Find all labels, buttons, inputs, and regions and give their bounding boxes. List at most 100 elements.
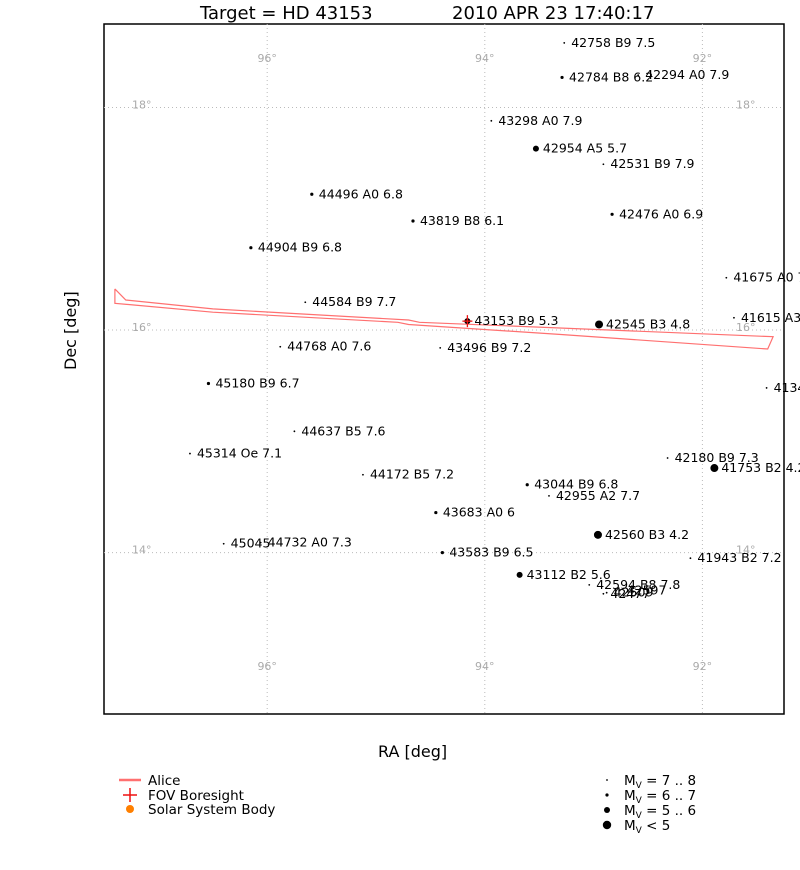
ra-tick-label-top: 92° — [693, 52, 713, 65]
x-axis-label: RA [deg] — [378, 742, 447, 761]
star-marker — [362, 473, 364, 476]
star-label: 42531 B9 7.9 — [610, 156, 694, 171]
dec-tick-label-left: 16° — [132, 321, 152, 334]
star-label: 45045 — [231, 536, 271, 551]
magnitude-legend: MV = 7 .. 8MV = 6 .. 7MV = 5 .. 6MV < 5 — [602, 773, 696, 836]
star-marker — [588, 584, 591, 586]
star-label: 42784 B8 6.2 — [569, 69, 653, 84]
star-marker — [595, 320, 604, 329]
star-label: 42477 — [610, 586, 650, 601]
star-marker — [548, 494, 550, 497]
star-label: 42509 — [614, 585, 654, 600]
legend-alice-label: Alice — [148, 773, 180, 789]
star-marker — [560, 75, 564, 80]
star-marker — [259, 541, 262, 544]
star-label: 42594 B8 7.8 — [596, 577, 680, 592]
magnitude-legend-marker — [602, 820, 612, 830]
star-label: 44496 A0 6.8 — [319, 186, 403, 201]
ra-tick-label-top: 94° — [475, 52, 495, 65]
dec-tick-label-left: 18° — [132, 98, 152, 111]
star-label: 42180 B9 7.3 — [675, 450, 759, 465]
star-label: 43112 B2 5.6 — [527, 567, 611, 582]
star-label: 43583 B9 6.5 — [449, 545, 533, 560]
star-marker — [189, 452, 191, 455]
star-label: 43153 B9 5.3 — [474, 313, 558, 328]
star-label: 43819 B8 6.1 — [420, 213, 504, 228]
star-marker — [279, 345, 282, 348]
dec-tick-label-left: 14° — [132, 544, 152, 557]
plot-area — [103, 23, 785, 715]
star-label: 43298 A0 7.9 — [498, 113, 582, 128]
star-label: 41753 B2 4.2 — [721, 460, 800, 475]
chart-title-target: Target = HD 43153 — [199, 3, 373, 24]
legend-solar-system-swatch — [126, 805, 134, 813]
star-label: 44637 B5 7.6 — [301, 423, 385, 438]
coordinate-grid: 96° 96° 94° 94° 92° 92° 18° 18° 16° 16° 14° 14° — [104, 24, 784, 714]
star-label: 42560 B3 4.2 — [605, 527, 689, 542]
dec-tick-label-right: 14° — [736, 544, 756, 557]
magnitude-legend-label: MV = 7 .. 8 — [624, 773, 696, 791]
star-label: 42597 — [627, 582, 667, 597]
star-marker — [525, 483, 529, 487]
magnitude-legend-marker — [605, 793, 609, 797]
star-marker — [725, 276, 728, 279]
star-label: 42758 B9 7.5 — [571, 35, 655, 50]
magnitude-legend-label: MV = 5 .. 6 — [624, 803, 696, 821]
star-marker — [222, 542, 225, 545]
star-label: 42954 A5 5.7 — [543, 141, 627, 156]
star-marker — [516, 571, 523, 578]
star-marker — [765, 387, 768, 389]
ra-tick-label-bottom: 96° — [257, 660, 277, 673]
star-marker — [434, 510, 438, 515]
legend-solar-system-label: Solar System Body — [148, 802, 275, 818]
star-label: 42955 A2 7.7 — [556, 488, 640, 503]
star-marker — [637, 74, 640, 77]
star-marker — [563, 42, 566, 44]
ra-tick-label-bottom: 92° — [693, 660, 713, 673]
star-label: 41943 B2 7.2 — [697, 550, 781, 565]
star-marker — [304, 301, 307, 304]
star-marker — [618, 589, 621, 592]
y-axis-label: Dec [deg] — [61, 291, 80, 370]
alice-slit-outline — [114, 288, 775, 350]
star-label: 42294 A0 7.9 — [645, 67, 729, 82]
star-label: 41615 A3 7.7 — [741, 310, 800, 325]
star-marker — [293, 430, 296, 433]
star-marker — [411, 219, 415, 223]
star-marker — [439, 346, 442, 349]
star-marker — [602, 592, 605, 595]
magnitude-legend-marker — [606, 779, 608, 781]
star-marker — [490, 119, 493, 122]
star-label: 45180 B9 6.7 — [215, 375, 299, 390]
star-label: 44732 A0 7.3 — [268, 535, 352, 550]
star-label: 44584 B9 7.7 — [312, 294, 396, 309]
chart-title-time: 2010 APR 23 17:40:17 — [452, 3, 654, 24]
star-marker — [532, 145, 539, 152]
ra-tick-label-top: 96° — [257, 52, 277, 65]
star-label: 44904 B9 6.8 — [258, 240, 342, 255]
legend: Alice FOV Boresight Solar System Body MV… — [119, 773, 696, 836]
dec-tick-label-right: 18° — [736, 98, 756, 111]
ra-tick-label-bottom: 94° — [475, 660, 495, 673]
magnitude-legend-marker — [604, 807, 610, 813]
legend-boresight-swatch — [123, 788, 137, 802]
legend-boresight-label: FOV Boresight — [148, 788, 244, 804]
star-label: 43683 A0 6 — [443, 505, 515, 520]
star-label: 45314 Oe 7.1 — [197, 446, 282, 461]
star-marker — [593, 530, 602, 539]
star-label: 42545 B3 4.8 — [606, 316, 690, 331]
magnitude-legend-label: MV = 6 .. 7 — [624, 788, 696, 806]
star-marker — [610, 212, 614, 216]
star-marker — [310, 192, 314, 196]
star-marker — [666, 457, 669, 459]
star-label: 44172 B5 7.2 — [370, 467, 454, 482]
fov-boresight-marker — [462, 315, 473, 328]
alice-slit-group — [114, 288, 775, 350]
star-marker — [605, 591, 608, 594]
dec-tick-label-right: 16° — [736, 321, 756, 334]
star-label: 41675 A0 7.8 — [733, 270, 800, 285]
star-marker — [710, 464, 719, 473]
